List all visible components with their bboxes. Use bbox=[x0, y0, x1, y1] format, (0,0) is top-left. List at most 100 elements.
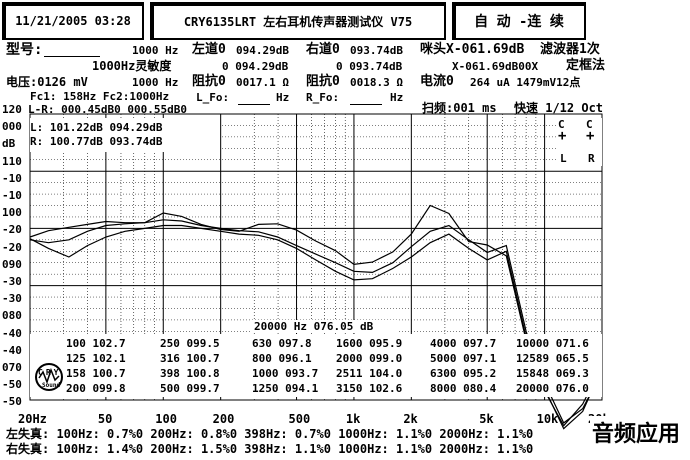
sensitivity-right: 0 093.74dB bbox=[336, 60, 403, 73]
filter-label: 滤波器1次 bbox=[540, 42, 600, 57]
x-axis-label: 200 bbox=[212, 412, 235, 426]
x-axis-label: 20Hz bbox=[18, 412, 47, 426]
y-axis-label: 100 bbox=[2, 206, 22, 220]
y-axis-label: -40 bbox=[2, 326, 22, 340]
current-value: 264 uA 1479mV12点 bbox=[470, 76, 581, 89]
right-channel-value: 093.74dB bbox=[350, 44, 403, 57]
channel-cursor-panel bbox=[556, 118, 602, 166]
y-axis-label: -50 bbox=[2, 395, 22, 409]
y-axis-label: 000 bbox=[2, 120, 22, 134]
y-axis-label: 120 bbox=[2, 103, 22, 116]
table-cell: 5000 097.1 bbox=[430, 352, 497, 365]
mode-button[interactable]: 自 动 -连 续 bbox=[452, 2, 586, 40]
impedance-left-value: 0017.1 Ω bbox=[236, 76, 289, 89]
table-cell: 2511 104.0 bbox=[336, 367, 403, 380]
speed-readout: 快速 1/12 Oct bbox=[514, 101, 604, 115]
table-cell: 10000 071.6 bbox=[516, 337, 589, 350]
x-axis-label: 500 bbox=[288, 412, 311, 426]
response-curve-3 bbox=[29, 224, 603, 430]
table-cell: 316 100.7 bbox=[160, 352, 220, 365]
row3-freq: 1000 Hz bbox=[132, 76, 179, 89]
table-cell: 3150 102.6 bbox=[336, 382, 403, 395]
x-axis-label: 10k bbox=[536, 412, 559, 426]
y-axis-label: -10 bbox=[2, 189, 22, 202]
right-distortion: 右失真: 100Hz: 1.4%0 200Hz: 1.5%0 398Hz: 1.… bbox=[6, 442, 534, 456]
table-cell: 398 100.8 bbox=[160, 367, 220, 380]
table-cell: 1000 093.7 bbox=[252, 367, 319, 380]
logo-text: CRY bbox=[38, 368, 62, 377]
table-cell: 20000 076.0 bbox=[516, 382, 589, 395]
x-axis-label: 2k bbox=[403, 412, 418, 426]
table-cell: 1250 094.1 bbox=[252, 382, 319, 395]
logo-icon bbox=[35, 363, 63, 391]
lr-readout-panel bbox=[30, 118, 220, 152]
table-cell: 158 100.7 bbox=[66, 367, 126, 380]
left-channel-label: 左道0 bbox=[192, 42, 226, 57]
marker-r: R bbox=[588, 152, 595, 165]
y-axis-label: -50 bbox=[2, 378, 22, 392]
lr-difference: L-R: 000.45dB0 000.55dB0 bbox=[28, 103, 187, 116]
impedance-right-value: 0018.3 Ω bbox=[350, 76, 403, 89]
y-axis-label: 110 bbox=[2, 154, 22, 168]
y-axis-label: dB bbox=[2, 137, 16, 151]
table-cell: 200 099.8 bbox=[66, 382, 126, 395]
table-cell: 1600 095.9 bbox=[336, 337, 403, 350]
center-readout-bg bbox=[250, 320, 398, 333]
table-cell: 500 099.7 bbox=[160, 382, 220, 395]
right-level-readout: R: 100.77dB 093.74dB bbox=[30, 135, 163, 148]
y-axis-label: 080 bbox=[2, 309, 22, 323]
l-fo-label: L_Fo: bbox=[196, 91, 230, 104]
r-fo-label: R_Fo: bbox=[306, 91, 340, 104]
right-channel-label: 右道0 bbox=[306, 42, 340, 57]
cursor-c-right: C bbox=[586, 118, 593, 131]
logo-subtext: Sound bbox=[42, 382, 61, 389]
data-table-bg bbox=[30, 334, 602, 397]
fc-readout: Fc1: 158Hz Fc2:1000Hz bbox=[30, 90, 170, 103]
r-fo-unit: Hz bbox=[390, 91, 404, 104]
response-curve-1 bbox=[29, 204, 603, 427]
cursor-plus-left-icon[interactable]: + bbox=[558, 128, 567, 144]
marker-l: L bbox=[560, 152, 567, 165]
cry-logo: CRY Sound bbox=[30, 362, 68, 392]
x-axis-label: 50 bbox=[97, 412, 113, 426]
model-label: 型号: bbox=[6, 42, 43, 58]
table-cell: 8000 080.4 bbox=[430, 382, 497, 395]
table-cell: 12589 065.5 bbox=[516, 352, 589, 365]
table-cell: 800 096.1 bbox=[252, 352, 312, 365]
cursor-c-left: C bbox=[558, 118, 565, 131]
scan-readout: 扫频:001 ms bbox=[422, 101, 497, 115]
fixed-frame-label: 定框法 bbox=[566, 58, 606, 73]
left-channel-value: 094.29dB bbox=[236, 44, 289, 57]
table-cell: 15848 069.3 bbox=[516, 367, 589, 380]
mode-button-label: 自 动 -连 续 bbox=[474, 14, 564, 30]
y-axis-label: 070 bbox=[2, 361, 22, 374]
datetime-box: 11/21/2005 03:28 bbox=[2, 2, 144, 40]
response-curve-2 bbox=[29, 219, 603, 424]
sensitivity-left: 0 094.29dB bbox=[222, 60, 289, 73]
sensitivity-label: 1000Hz灵敏度 bbox=[92, 59, 172, 73]
model-field[interactable] bbox=[44, 56, 100, 57]
y-axis-label: -40 bbox=[2, 343, 22, 357]
mic-secondary: X-061.69dB00X bbox=[452, 60, 539, 73]
cursor-plus-right-icon[interactable]: + bbox=[586, 128, 595, 144]
table-cell: 6300 095.2 bbox=[430, 367, 497, 380]
app-title: CRY6135LRT 左右耳机传声器测试仪 V75 bbox=[183, 14, 413, 29]
voltage-readout: 电压:0126 mV bbox=[6, 75, 88, 89]
r-fo-field[interactable] bbox=[350, 104, 382, 105]
x-axis-label: 100 bbox=[155, 412, 177, 426]
y-axis-label: -20 bbox=[2, 223, 22, 237]
table-cell: 250 099.5 bbox=[160, 337, 220, 350]
x-axis-label: 1k bbox=[345, 412, 361, 426]
y-axis-label: -30 bbox=[2, 275, 22, 288]
impedance-left-label: 阻抗0 bbox=[192, 74, 226, 89]
l-fo-field[interactable] bbox=[238, 104, 270, 105]
impedance-right-label: 阻抗0 bbox=[306, 74, 340, 89]
y-axis-label: -30 bbox=[2, 292, 22, 306]
x-axis-label: 5k bbox=[479, 412, 494, 426]
table-cell: 2000 099.0 bbox=[336, 352, 403, 365]
table-cell: 100 102.7 bbox=[66, 337, 126, 350]
table-cell: 630 097.8 bbox=[252, 337, 312, 350]
l-fo-unit: Hz bbox=[276, 91, 290, 104]
left-distortion: 左失真: 100Hz: 0.7%0 200Hz: 0.8%0 398Hz: 0.… bbox=[6, 427, 534, 441]
y-axis-label: 090 bbox=[2, 257, 22, 271]
